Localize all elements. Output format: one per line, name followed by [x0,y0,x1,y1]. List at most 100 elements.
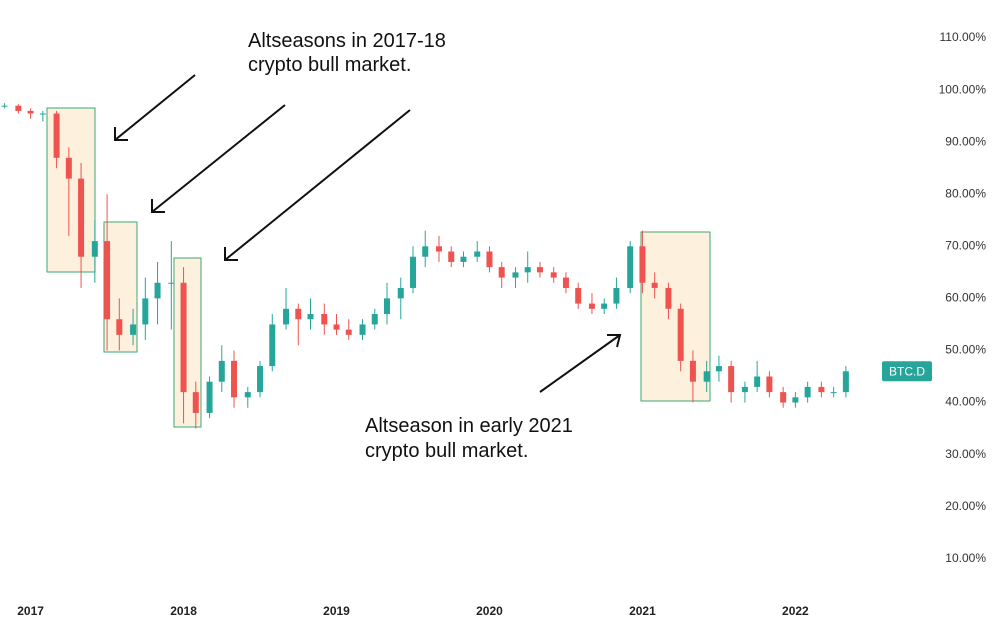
candle-body [295,308,302,320]
candle-body [206,381,213,413]
y-tick-label: 60.00% [945,291,986,305]
candle-body [130,324,137,335]
candle-body [218,360,225,382]
x-tick-label: 2017 [17,604,44,618]
candle-body [78,178,85,257]
candles [1,103,849,429]
symbol-label: BTC.D [889,364,925,378]
candle-body [613,287,620,304]
candle-body [257,366,264,393]
y-tick-label: 80.00% [945,186,986,200]
candle-body [53,113,60,158]
arrows [114,74,622,393]
x-tick-label: 2018 [170,604,197,618]
candle-body [345,329,352,335]
candle-body [192,392,199,413]
candle-body [231,360,238,398]
candle-body [116,319,123,335]
y-tick-label: 100.00% [939,82,987,96]
symbol-tag [882,361,932,382]
axes: 10.00% 20.00% 30.00% 40.00% 50.00% 60.00% 70.0… [17,30,986,618]
candle-body [1,105,8,107]
candle-body [728,366,735,393]
candle-body [397,287,404,299]
candle-body [168,282,175,284]
candle-body [474,251,481,257]
y-tick-label: 50.00% [945,343,986,357]
candle-body [703,371,710,382]
candle-body [154,282,161,299]
y-tick-label: 70.00% [945,238,986,252]
candle-body [804,386,811,398]
candle-body [15,105,22,111]
candle-body [639,246,646,283]
x-tick-label: 2020 [476,604,503,618]
candle-body [371,314,378,325]
candle-body [307,314,314,320]
arrow-head [151,199,165,213]
candle-body [321,314,328,325]
x-tick-label: 2022 [782,604,809,618]
candle-body [359,324,366,335]
candle-body [792,397,799,403]
annotation: crypto bull market. [248,54,411,76]
candle-body [780,392,787,403]
candle-body [104,241,111,320]
arrow [539,334,621,393]
candle-body [588,303,595,309]
annotation: Altseasons in 2017-18 [248,30,446,52]
candle-body [601,303,608,309]
y-tick-label: 40.00% [945,395,986,409]
candle-body [575,287,582,304]
y-tick-label: 10.00% [945,551,986,565]
x-tick-label: 2019 [323,604,350,618]
candle-body [422,246,429,257]
candle-body [269,324,276,367]
arrow [151,104,286,213]
candle-body [830,392,837,394]
y-tick-label: 90.00% [945,134,986,148]
candle-body [766,376,773,393]
candle-body [651,282,658,288]
candle-body [741,386,748,393]
candle-body [689,360,696,382]
x-tick-label: 2021 [629,604,656,618]
arrow-head [607,334,622,348]
annotation: crypto bull market. [365,440,528,462]
candle-body [142,298,149,325]
candle-body [244,392,251,398]
candle-body [536,267,543,273]
arrow-head [224,247,238,261]
y-tick-label: 20.00% [945,499,986,513]
candle-body [91,241,98,257]
candle-body [65,157,72,179]
y-tick-label: 110.00% [940,30,987,44]
arrow [224,109,411,261]
altseason-box [640,231,711,402]
candle-body [448,251,455,262]
candle-body [715,366,722,372]
candle-body [180,282,187,393]
candle-body [435,246,442,252]
candle-body [460,256,467,262]
candle-body [754,376,761,387]
candle-body [677,308,684,361]
candle-body [665,287,672,309]
candle-body [842,371,849,393]
annotation: Altseason in early 2021 [365,415,573,437]
candle-body [818,386,825,393]
candle-body [627,246,634,288]
candle-body [409,256,416,288]
candle-body [39,113,46,115]
candle-body [562,277,569,288]
candle-body [383,298,390,315]
candle-body [524,267,531,273]
candle-body [27,110,34,114]
arrow-head [114,127,128,141]
highlight-boxes [46,107,711,428]
y-tick-label: 30.00% [945,447,986,461]
candle-body [333,324,340,330]
candle-body [486,251,493,268]
arrow [114,74,196,141]
